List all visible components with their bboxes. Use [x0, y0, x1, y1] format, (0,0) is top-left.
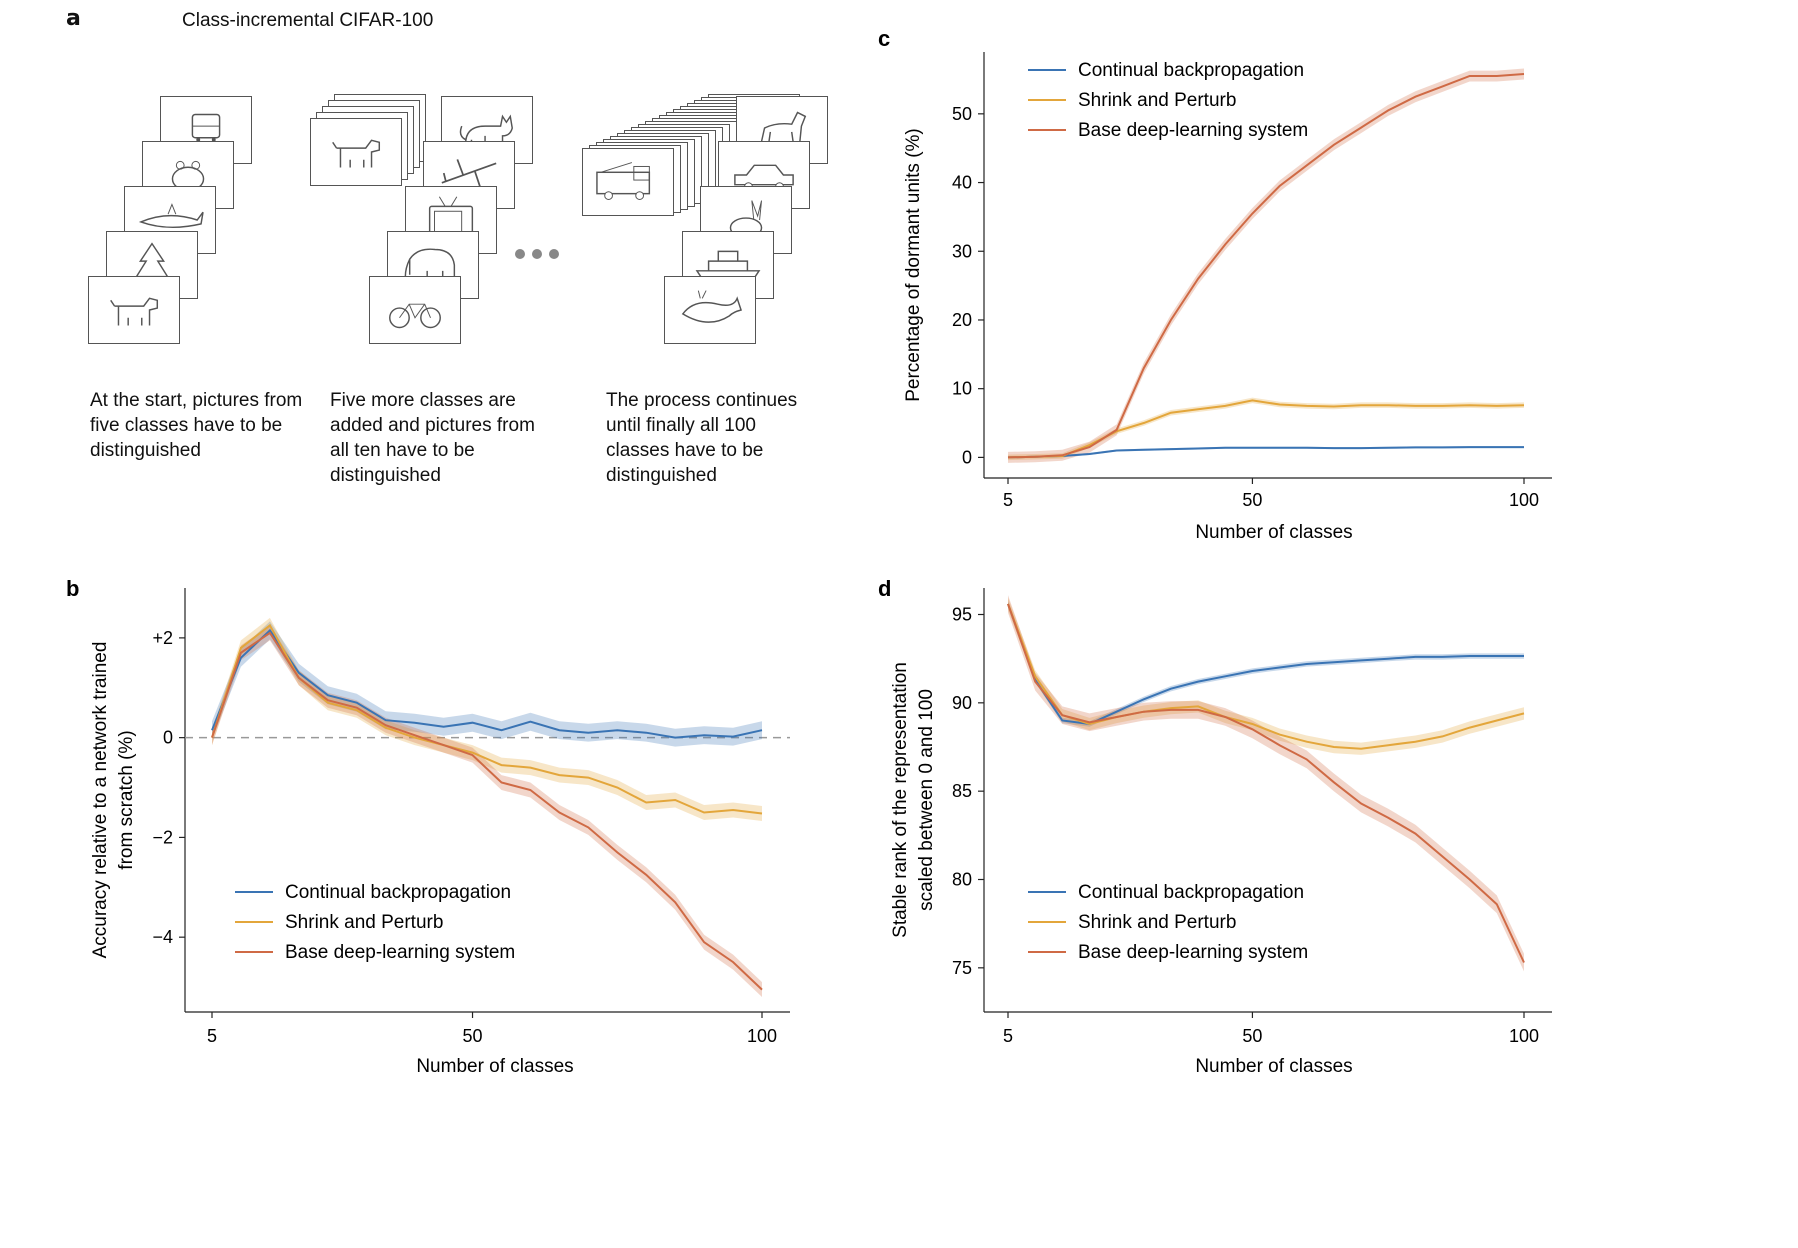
- series-line-shrink: [1007, 603, 1525, 750]
- y-tick-label: 80: [952, 870, 972, 890]
- panel-c-letter: c: [878, 26, 890, 51]
- series-band-continual: [1008, 601, 1524, 727]
- dog-icon: [332, 139, 381, 168]
- y-axis-label: Percentage of dormant units (%): [903, 128, 924, 402]
- caption-all-classes: The process continues until finally all …: [606, 390, 798, 486]
- panel-b-letter: b: [66, 576, 79, 601]
- series-line-continual: [211, 628, 763, 739]
- caption-start: At the start, pictures from five classes…: [90, 390, 303, 461]
- panel-a-title: Class-incremental CIFAR-100: [182, 10, 434, 31]
- x-tick-label: 50: [1242, 490, 1262, 510]
- y-axis-label: Accuracy relative to a network trained: [90, 642, 111, 959]
- image-card: [582, 148, 674, 216]
- ellipsis-icon: [514, 247, 562, 266]
- series-line-shrink: [1007, 399, 1525, 459]
- y-tick-label: 30: [952, 241, 972, 261]
- dog-icon: [110, 297, 159, 326]
- y-axis-label: from scratch (%): [116, 730, 137, 869]
- series-band-shrink: [1008, 397, 1524, 461]
- y-tick-label: 75: [952, 958, 972, 978]
- x-tick-label: 50: [463, 1026, 483, 1046]
- legend-label-base: Base deep-learning system: [285, 942, 515, 963]
- image-card: [88, 276, 180, 344]
- legend-label-continual: Continual backpropagation: [1078, 882, 1304, 903]
- legend-label-shrink: Shrink and Perturb: [1078, 912, 1236, 933]
- bicycle-icon: [389, 303, 441, 329]
- y-axis-label: Stable rank of the representation: [890, 662, 911, 938]
- x-axis-label: Number of classes: [416, 1056, 573, 1077]
- y-tick-label: 95: [952, 605, 972, 625]
- image-card: [369, 276, 461, 344]
- legend-label-base: Base deep-learning system: [1078, 942, 1308, 963]
- elephant-icon: [404, 248, 456, 283]
- legend-label-base: Base deep-learning system: [1078, 120, 1308, 141]
- legend-label-continual: Continual backpropagation: [1078, 60, 1304, 81]
- x-axis-label: Number of classes: [1195, 522, 1352, 543]
- firetruck-icon: [596, 162, 651, 200]
- legend-label-continual: Continual backpropagation: [285, 882, 511, 903]
- series-band-shrink: [1008, 597, 1524, 755]
- x-tick-label: 5: [1003, 1026, 1013, 1046]
- x-tick-label: 100: [1509, 490, 1539, 510]
- panel-a-letter: a: [66, 6, 81, 31]
- x-tick-label: 100: [747, 1026, 777, 1046]
- legend-label-shrink: Shrink and Perturb: [1078, 90, 1236, 111]
- caption-ten-classes: Five more classes are added and pictures…: [330, 390, 535, 486]
- series-line-base: [1007, 603, 1525, 963]
- y-tick-label: 20: [952, 310, 972, 330]
- image-card: [310, 118, 402, 186]
- x-tick-label: 5: [1003, 490, 1013, 510]
- y-tick-label: 40: [952, 173, 972, 193]
- shark-icon: [138, 203, 204, 229]
- chart-b: b −4 −2 0 +2 5 50 100 Number of classes Accuracy …: [66, 576, 790, 1077]
- chart-c: c 0 10 20 30 40 50 5 50 100 Number of classes Perce…: [878, 26, 1552, 543]
- chart-d: d 75 80 85 90 95 5 50 100 Number of classes Stable…: [878, 576, 1552, 1077]
- x-tick-label: 100: [1509, 1026, 1539, 1046]
- y-tick-label: +2: [152, 628, 173, 648]
- x-axis-label: Number of classes: [1195, 1056, 1352, 1077]
- y-tick-label: −4: [152, 927, 173, 947]
- series-band-continual: [212, 621, 762, 747]
- series-line-base: [1007, 73, 1525, 459]
- series-line-base: [211, 631, 763, 991]
- legend-label-shrink: Shrink and Perturb: [285, 912, 443, 933]
- image-card: [664, 276, 756, 344]
- y-tick-label: 90: [952, 693, 972, 713]
- x-tick-label: 5: [207, 1026, 217, 1046]
- panel-d-letter: d: [878, 576, 891, 601]
- y-tick-label: 85: [952, 781, 972, 801]
- x-tick-label: 50: [1242, 1026, 1262, 1046]
- series-line-continual: [1007, 446, 1524, 459]
- y-tick-label: 0: [962, 447, 972, 467]
- plane-icon: [441, 159, 497, 189]
- y-axis-label: scaled between 0 and 100: [916, 689, 937, 911]
- y-tick-label: 50: [952, 104, 972, 124]
- whale-icon: [681, 290, 742, 323]
- y-tick-label: −2: [152, 827, 173, 847]
- y-tick-label: 0: [163, 728, 173, 748]
- series-line-continual: [1007, 603, 1524, 726]
- y-tick-label: 10: [952, 379, 972, 399]
